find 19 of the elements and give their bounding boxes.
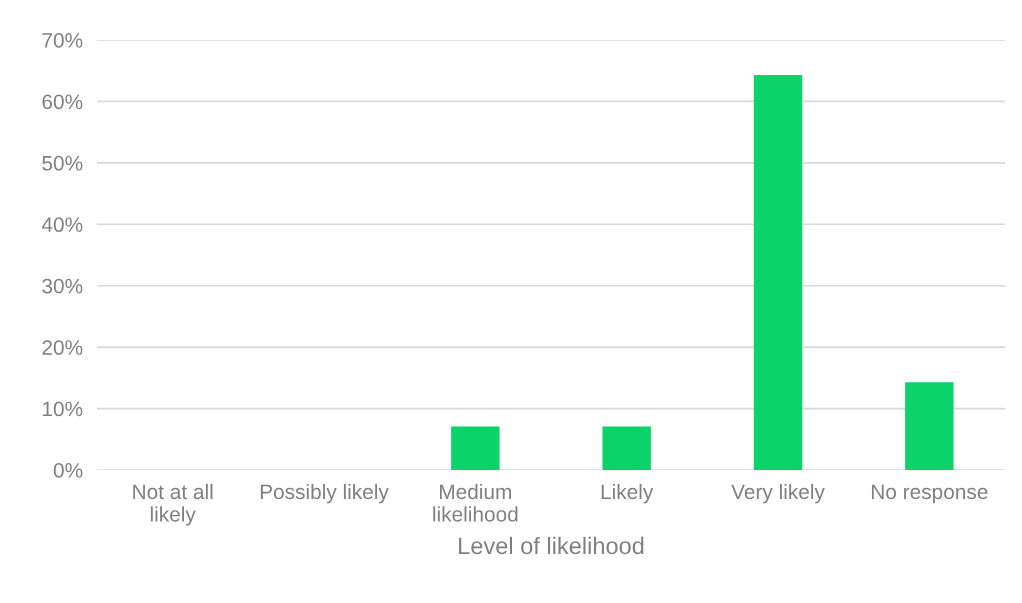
x-tick-label: Medium likelihood [433, 483, 518, 522]
y-tick-label: 10% [43, 401, 83, 417]
y-tick-label: 0% [53, 463, 83, 478]
bar [602, 426, 651, 470]
bar [905, 382, 954, 470]
y-tick-label: 50% [42, 155, 83, 171]
bar [451, 426, 500, 470]
x-tick-label: Likely [601, 483, 654, 504]
x-tick-label: No response [871, 484, 988, 504]
x-axis-title: Level of likelihood [459, 536, 644, 555]
y-tick-label: 30% [42, 278, 83, 294]
bar [753, 75, 803, 470]
y-tick-label: 20% [42, 340, 83, 355]
x-tick-label: Possibly likely [260, 483, 389, 504]
x-tick-label: Not at all likely [133, 483, 213, 526]
y-tick-label: 60% [42, 94, 83, 110]
x-tick-label: Very likely [731, 483, 825, 504]
y-tick-label: 70% [42, 33, 83, 48]
y-tick-label: 40% [41, 217, 83, 233]
